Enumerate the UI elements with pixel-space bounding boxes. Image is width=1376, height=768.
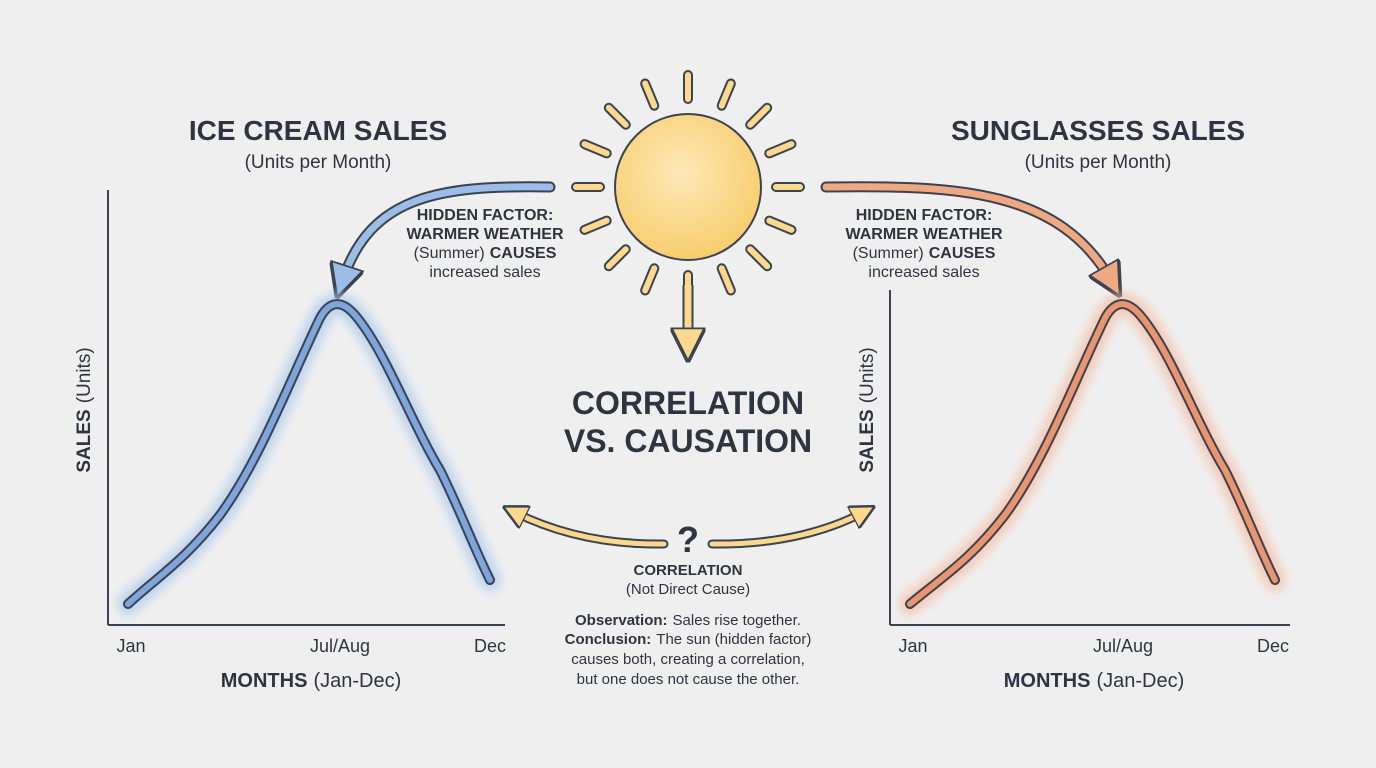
- x-axis-label: MONTHS (Jan-Dec): [1004, 670, 1184, 692]
- explanation-line: causes both, creating a correlation,: [571, 651, 804, 668]
- x-tick-label: Jul/Aug: [310, 636, 370, 656]
- note-line: increased sales: [868, 264, 979, 281]
- y-axis-label: SALES (Units): [857, 347, 878, 472]
- sun-ray: [605, 104, 629, 128]
- x-tick-label: Dec: [474, 636, 506, 656]
- sun-ray: [718, 265, 734, 294]
- note-line: WARMER WEATHER: [845, 226, 1002, 243]
- x-tick-label: Jan: [116, 636, 145, 656]
- sun-ray: [642, 265, 658, 294]
- axis-text: (Jan-Dec): [313, 670, 401, 692]
- axis-text: MONTHS: [1004, 670, 1091, 692]
- x-tick-label: Jan: [898, 636, 927, 656]
- note-label: Conclusion:: [565, 631, 652, 648]
- note-line: HIDDEN FACTOR:: [417, 207, 554, 224]
- arrow-to-ice-cream: [342, 183, 554, 282]
- arrow-right: [709, 512, 864, 547]
- note-line: increased sales: [429, 264, 540, 281]
- explanation: Observation: Sales rise together. Conclus…: [565, 612, 812, 688]
- axis-text: (Jan-Dec): [1096, 670, 1184, 692]
- hidden-factor-note: HIDDEN FACTOR: WARMER WEATHER (Summer) CA…: [406, 207, 563, 281]
- explanation-line: Observation: Sales rise together.: [575, 612, 801, 629]
- note-label: Observation:: [575, 612, 668, 629]
- note-line: (Summer) CAUSES: [414, 245, 557, 262]
- sun-ray: [766, 217, 795, 233]
- sun-ray: [766, 141, 795, 157]
- note-text: CAUSES: [490, 245, 557, 262]
- note-text: CAUSES: [929, 245, 996, 262]
- sun-ray: [747, 104, 771, 128]
- y-axis-label: SALES (Units): [74, 347, 95, 472]
- note-text: Sales rise together.: [673, 612, 801, 629]
- sun-ray: [581, 141, 610, 157]
- explanation-line: Conclusion: The sun (hidden factor): [565, 631, 812, 648]
- note-text: The sun (hidden factor): [656, 631, 811, 648]
- sun-ray: [718, 80, 734, 109]
- axis-text: SALES: [74, 409, 95, 472]
- sun-ray: [605, 246, 629, 270]
- panel-subtitle: (Units per Month): [245, 152, 392, 173]
- note-line: HIDDEN FACTOR:: [856, 207, 993, 224]
- axis-text: (Units): [74, 347, 95, 403]
- center-title: VS. CAUSATION: [564, 423, 812, 459]
- ice-cream-curve: [125, 301, 493, 607]
- panel-title: ICE CREAM SALES: [189, 115, 447, 146]
- panel-title: SUNGLASSES SALES: [951, 115, 1245, 146]
- arrow-left: [514, 512, 667, 547]
- sunglasses-curve: [907, 301, 1278, 607]
- sun: [614, 113, 762, 261]
- axis-text: (Units): [857, 347, 878, 403]
- arrow-to-sunglasses: [822, 183, 1112, 282]
- note-text: (Summer): [853, 245, 924, 262]
- note-text: (Summer): [414, 245, 485, 262]
- note-line: (Summer) CAUSES: [853, 245, 996, 262]
- x-tick-label: Dec: [1257, 636, 1289, 656]
- axis-text: SALES: [857, 409, 878, 472]
- x-axis-label: MONTHS (Jan-Dec): [221, 670, 401, 692]
- x-tick-label: Jul/Aug: [1093, 636, 1153, 656]
- note-line: WARMER WEATHER: [406, 226, 563, 243]
- sun-ray: [581, 217, 610, 233]
- sun-ray: [747, 246, 771, 270]
- explanation-line: but one does not cause the other.: [577, 671, 800, 688]
- question-mark: ?: [677, 519, 699, 560]
- panel-subtitle: (Units per Month): [1025, 152, 1172, 173]
- center-title: CORRELATION: [572, 385, 804, 421]
- correlation-sub: (Not Direct Cause): [626, 581, 750, 598]
- hidden-factor-note: HIDDEN FACTOR: WARMER WEATHER (Summer) CA…: [845, 207, 1002, 281]
- axis-text: MONTHS: [221, 670, 308, 692]
- correlation-label: CORRELATION: [634, 562, 743, 579]
- sun-ray: [642, 80, 658, 109]
